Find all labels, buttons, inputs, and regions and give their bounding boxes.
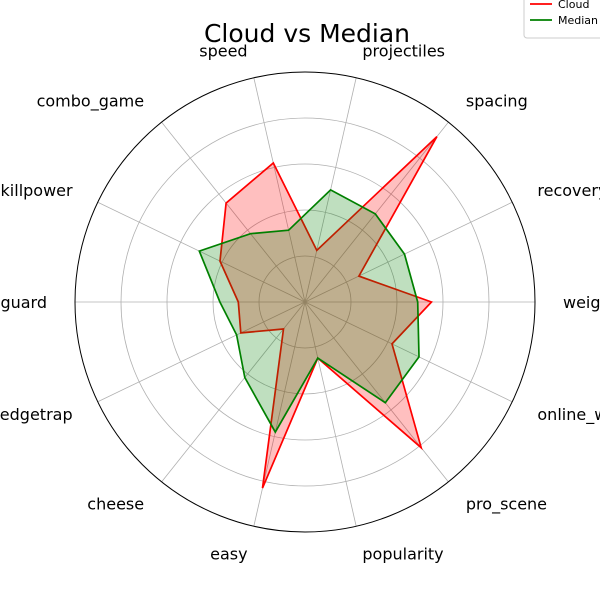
legend-label: Cloud [558,0,589,11]
category-label: ledgetrap [0,405,73,424]
grid-spoke [161,121,306,303]
category-label: speed [199,42,247,61]
grid-spoke [97,201,306,303]
grid-spoke [304,121,449,303]
category-labels: weight recovery spacing projectiles speed com… [0,42,600,564]
grid-spoke [97,301,306,403]
category-label: projectiles [362,42,445,61]
category-label: weight [563,293,600,312]
legend-label: Median [558,14,598,27]
grid-spoke [161,301,306,483]
category-label: killpower [1,181,73,200]
category-label: pro_scene [466,495,547,515]
series-layer [198,135,438,489]
category-label: easy [210,545,247,564]
outer-frame [74,71,536,533]
grid-spoke [304,201,513,303]
cloud-line [219,135,438,489]
category-label: edgeguard [0,293,47,312]
grid-spoke [304,301,449,483]
grid-spoke [253,301,306,527]
median-line [198,188,420,434]
grid-spoke [253,77,306,303]
grid-spoke [304,301,513,403]
category-label: recovery [537,181,600,200]
category-label: cheese [87,495,144,514]
legend: Cloud Median [523,0,600,39]
legend-box [523,0,600,39]
category-label: combo_game [37,91,145,111]
category-label: popularity [362,545,443,564]
category-label: spacing [466,91,528,110]
grid-layer [74,71,536,533]
category-label: online_winrate [537,405,600,425]
chart-title: Cloud vs Median [204,19,410,48]
grid-spoke [304,301,357,527]
median-area [199,189,419,433]
